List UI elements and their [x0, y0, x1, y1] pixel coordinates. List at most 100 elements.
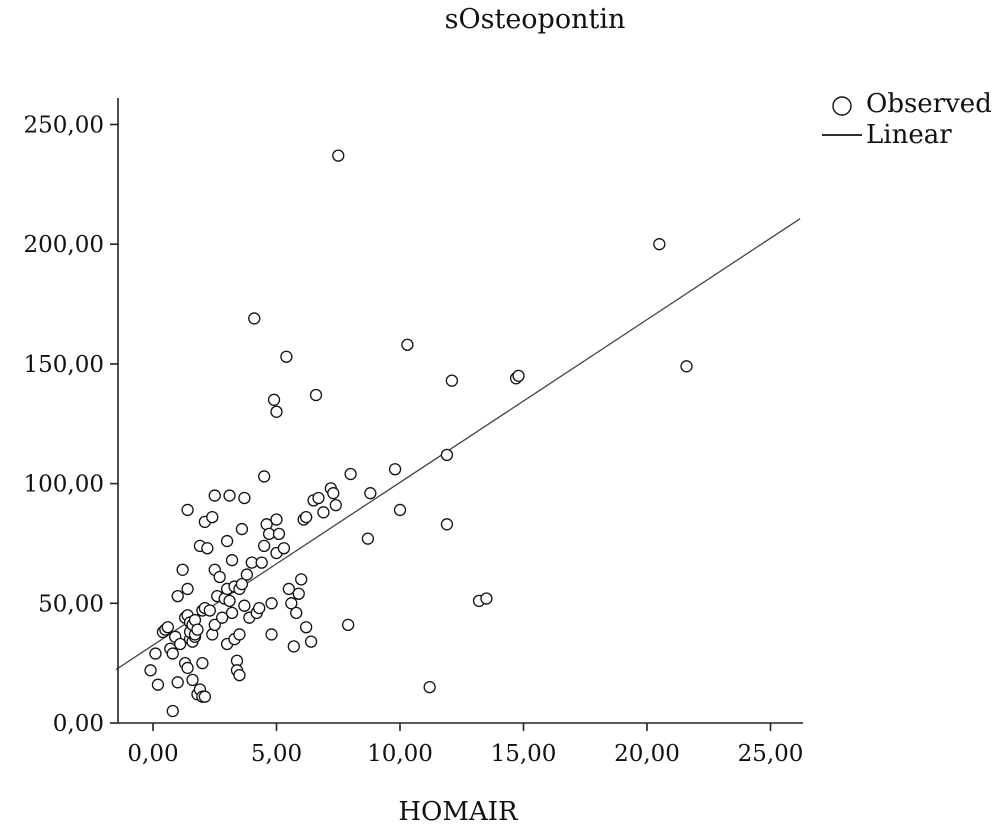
data-point [304, 635, 318, 648]
data-point [208, 489, 221, 502]
linear-fit-line [115, 218, 801, 671]
data-point [265, 597, 278, 610]
data-point [332, 149, 345, 162]
data-point [341, 618, 355, 631]
data-point [285, 597, 298, 610]
data-point [196, 657, 209, 670]
data-point [248, 312, 261, 325]
data-point [257, 470, 271, 483]
x-tick-label: 25,00 [738, 741, 804, 767]
data-point [309, 388, 323, 402]
data-point [213, 570, 226, 584]
data-point [327, 487, 340, 500]
data-point [445, 374, 459, 387]
data-point [388, 463, 402, 476]
data-point [233, 668, 246, 682]
data-point [235, 522, 249, 536]
data-point [287, 640, 300, 653]
data-point [440, 518, 454, 531]
data-points [144, 149, 693, 718]
data-point [151, 678, 165, 691]
data-point [423, 680, 436, 694]
data-point [295, 573, 308, 586]
data-point [201, 542, 214, 555]
data-point [440, 448, 454, 462]
x-tick-label: 15,00 [491, 741, 557, 767]
data-point [161, 621, 174, 634]
data-point [223, 594, 236, 608]
y-tick-label: 0,00 [53, 711, 104, 737]
data-point [265, 628, 278, 641]
y-tick-label: 250,00 [24, 113, 104, 139]
data-point [206, 510, 219, 524]
data-point [181, 582, 194, 596]
data-point [208, 618, 221, 631]
data-point [257, 539, 271, 552]
y-tick-label: 150,00 [24, 352, 104, 378]
data-point [267, 393, 281, 406]
data-point [270, 405, 283, 418]
data-point [393, 503, 407, 517]
x-axis-title: HOMAIR [398, 797, 519, 827]
data-point [238, 491, 251, 505]
data-point [225, 606, 239, 620]
data-point [181, 661, 194, 675]
data-point [171, 676, 184, 689]
data-point [223, 489, 236, 502]
data-point [292, 587, 305, 600]
x-tick-label: 5,00 [251, 741, 302, 767]
y-tick-label: 200,00 [24, 232, 104, 258]
data-point [235, 577, 249, 591]
data-point [401, 338, 414, 351]
data-point [240, 568, 254, 581]
data-point [186, 673, 199, 687]
data-point [282, 582, 296, 596]
data-point [680, 360, 693, 373]
data-point [174, 637, 187, 651]
data-point [166, 647, 179, 660]
data-point [361, 532, 375, 545]
data-point [203, 604, 216, 617]
data-point [166, 704, 179, 718]
x-tick-label: 0,00 [127, 741, 178, 767]
x-tick-label: 20,00 [614, 741, 680, 767]
data-point [280, 350, 293, 363]
data-point [171, 589, 184, 603]
data-point [144, 664, 157, 677]
data-point [253, 601, 266, 615]
data-point [198, 690, 212, 703]
y-tick-label: 100,00 [24, 472, 104, 498]
fit-line-layer [115, 218, 801, 671]
data-point [149, 647, 162, 660]
chart-title: sOsteopontin [444, 4, 626, 35]
legend-observed-marker [832, 96, 852, 116]
data-point [344, 467, 357, 481]
data-point [216, 611, 229, 624]
data-point [238, 599, 251, 612]
data-point [270, 513, 283, 526]
data-point [290, 606, 303, 620]
data-point [317, 506, 330, 519]
data-point [277, 542, 291, 555]
legend-observed-label: Observed [866, 89, 992, 119]
data-point [480, 592, 493, 605]
data-point [233, 628, 246, 641]
data-point [191, 623, 204, 636]
legend-linear-label: Linear [866, 120, 952, 150]
data-point [181, 503, 194, 517]
data-point [512, 369, 525, 383]
axes: 0,00 50,00 100,00 150,00 200,00 250,00 0,00 5,0… [24, 98, 804, 827]
y-tick-label: 50,00 [38, 591, 104, 617]
data-point [312, 491, 325, 505]
data-point [255, 556, 268, 569]
data-point [329, 498, 342, 512]
x-tick-label: 10,00 [367, 741, 433, 767]
data-point [272, 527, 286, 541]
data-point [364, 487, 377, 500]
data-point [220, 534, 234, 548]
data-point [225, 554, 239, 567]
data-point [176, 563, 189, 576]
data-point [653, 238, 666, 251]
